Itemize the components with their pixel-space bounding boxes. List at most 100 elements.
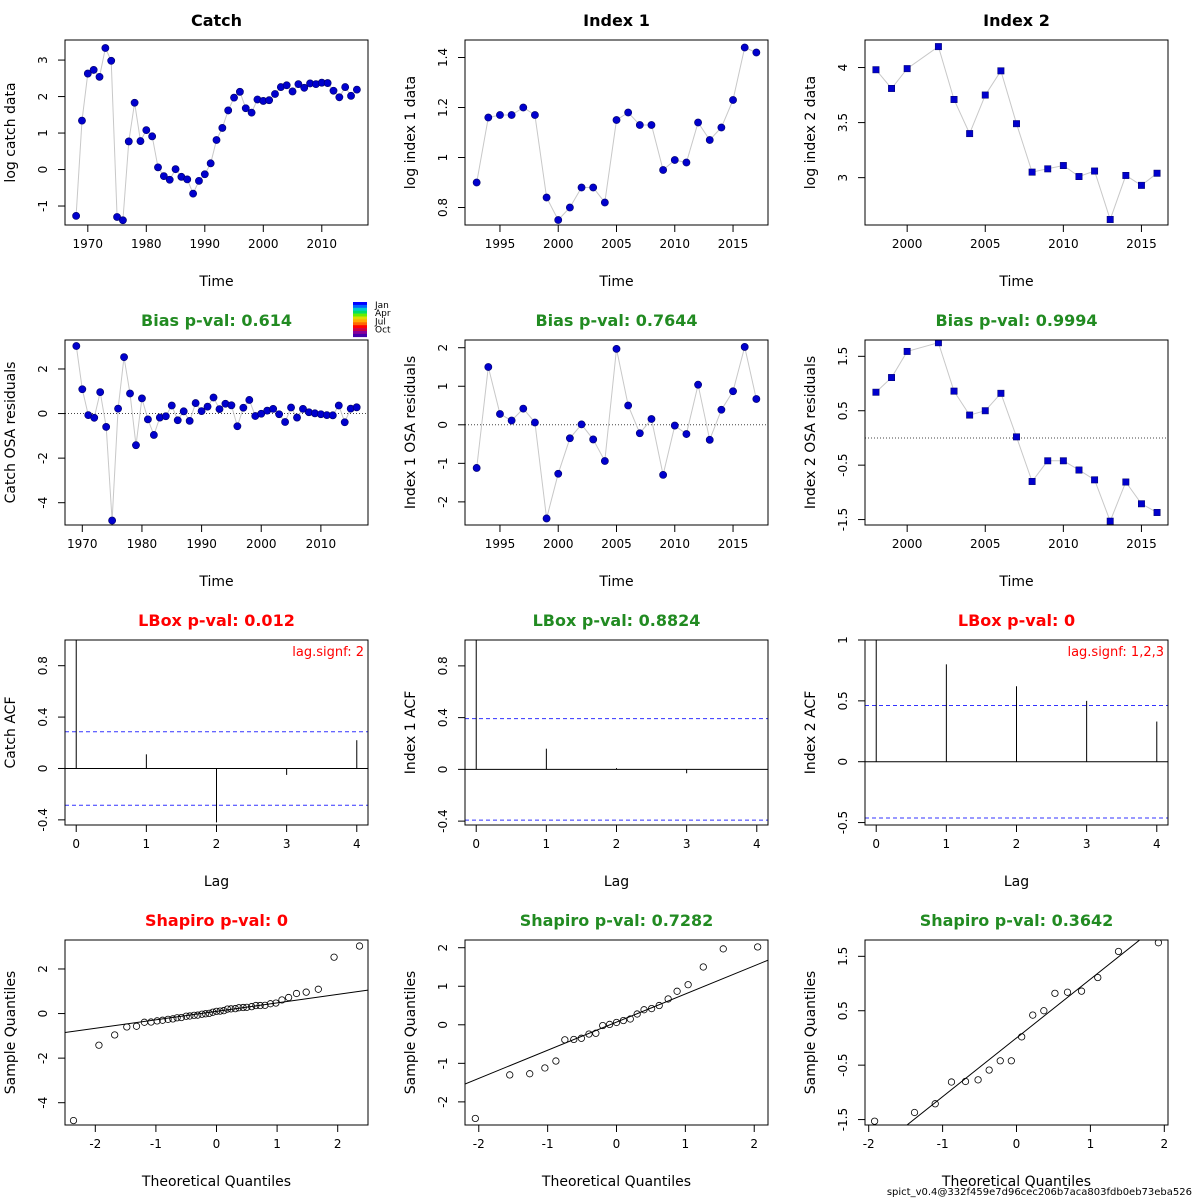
panel-7: LBox p-val: 0.012 0 1 2 3 4 -0.4 0 0.4 0.8 Lag Catc…: [3, 611, 369, 890]
qq-point: [606, 1020, 614, 1029]
y-tick-label: 1: [36, 129, 50, 137]
qq-point: [719, 945, 727, 953]
data-point: [124, 137, 133, 146]
data-point: [507, 111, 516, 119]
panel-5: Bias p-val: 0.7644 1995 2000 2005 2010 2015 -2…: [403, 311, 769, 590]
x-axis-label: Theoretical Quantiles: [941, 1174, 1091, 1190]
qq-point: [173, 1014, 181, 1022]
data-point: [577, 420, 586, 429]
qq-reference-line: [906, 940, 1141, 1125]
x-axis-label: Lag: [604, 874, 629, 890]
x-tick-label: 3: [683, 837, 691, 851]
data-point: [271, 90, 279, 98]
qq-point: [95, 1041, 103, 1049]
qq-point: [1114, 947, 1123, 956]
panel-title: Bias p-val: 0.7644: [535, 311, 697, 330]
qq-point: [1063, 988, 1072, 996]
data-point: [90, 413, 99, 422]
y-tick-label: -1: [36, 200, 50, 212]
qq-point: [231, 1005, 239, 1013]
plot-frame: [864, 339, 1169, 526]
x-tick-label: 1990: [186, 537, 217, 551]
series-line: [75, 345, 357, 521]
plot-area: [72, 44, 361, 225]
x-axis-label: Time: [998, 274, 1033, 290]
qq-point: [164, 1015, 172, 1023]
x-tick-label: 2015: [718, 237, 749, 251]
plot-area: [871, 940, 1162, 1125]
qq-point: [754, 943, 762, 951]
panel-title: Bias p-val: 0.9994: [935, 311, 1097, 330]
y-tick-label: 2: [36, 965, 50, 973]
qq-point: [302, 988, 310, 996]
data-point: [233, 422, 242, 431]
x-tick-label: 2005: [970, 537, 1001, 551]
data-point: [554, 469, 563, 478]
data-point: [101, 44, 110, 52]
qq-point: [216, 1007, 224, 1015]
data-point: [224, 106, 233, 115]
y-tick-label: -4: [36, 1097, 50, 1109]
qq-point: [292, 989, 301, 998]
data-point: [729, 387, 737, 396]
x-tick-label: 1970: [73, 237, 104, 251]
qq-point: [186, 1012, 194, 1020]
x-tick-label: -1: [150, 1137, 162, 1151]
qq-point: [871, 1117, 879, 1125]
x-tick-label: 3: [283, 837, 291, 851]
data-point: [752, 48, 761, 57]
data-point: [1075, 173, 1083, 180]
panel-title: Catch: [191, 11, 242, 30]
panel-4: Bias p-val: 0.614 1970 1980 1990 2000 2010 -4 -…: [3, 311, 369, 590]
season-color-swatch: [353, 304, 367, 309]
x-tick-label: 1: [1087, 1137, 1095, 1151]
x-tick-label: 3: [1083, 837, 1091, 851]
qq-point: [931, 1100, 939, 1108]
data-point: [209, 393, 218, 402]
data-point: [114, 404, 122, 413]
data-point: [161, 412, 170, 421]
qq-point: [169, 1015, 177, 1023]
qq-point: [526, 1070, 534, 1078]
data-point: [183, 175, 192, 184]
x-tick-label: 1: [143, 837, 151, 851]
qq-point: [612, 1018, 621, 1027]
data-point: [717, 405, 726, 414]
season-color-swatch: [353, 310, 367, 314]
data-point: [872, 66, 880, 74]
x-tick-label: -2: [473, 1137, 485, 1151]
data-point: [136, 137, 145, 145]
panel-11: Shapiro p-val: 0.7282 -2 -1 0 1 2 -2 -1 0 1 2 Theor…: [403, 911, 769, 1190]
qq-point: [123, 1023, 131, 1031]
data-point: [167, 401, 176, 410]
data-point: [997, 67, 1005, 75]
qq-point: [1029, 1011, 1037, 1019]
qq-reference-line: [65, 989, 368, 1033]
qq-point: [684, 981, 692, 989]
plot-area: [65, 640, 368, 823]
data-point: [872, 388, 880, 396]
qq-point: [471, 1114, 479, 1123]
data-point: [269, 404, 278, 413]
x-tick-label: 2: [750, 1137, 758, 1151]
data-point: [705, 136, 714, 144]
data-point: [179, 407, 188, 416]
qq-point: [1154, 940, 1162, 947]
data-point: [1059, 162, 1067, 169]
data-point: [682, 158, 691, 167]
data-point: [191, 399, 200, 407]
data-point: [507, 416, 516, 425]
y-axis-label: Index 2 OSA residuals: [803, 356, 819, 509]
data-point: [1013, 433, 1020, 441]
data-point: [472, 464, 481, 472]
series-line: [75, 46, 358, 222]
data-point: [888, 374, 896, 381]
plot-area: [865, 340, 1168, 525]
data-point: [197, 407, 206, 416]
data-point: [108, 516, 117, 525]
x-tick-label: 1: [682, 1137, 690, 1151]
y-tick-label: -0.4: [36, 808, 50, 831]
qq-point: [212, 1007, 221, 1015]
panel-3: Index 2 2000 2005 2010 2015 3 3.5 4 Time log inde…: [803, 11, 1169, 290]
y-tick-label: -2: [436, 1096, 450, 1108]
